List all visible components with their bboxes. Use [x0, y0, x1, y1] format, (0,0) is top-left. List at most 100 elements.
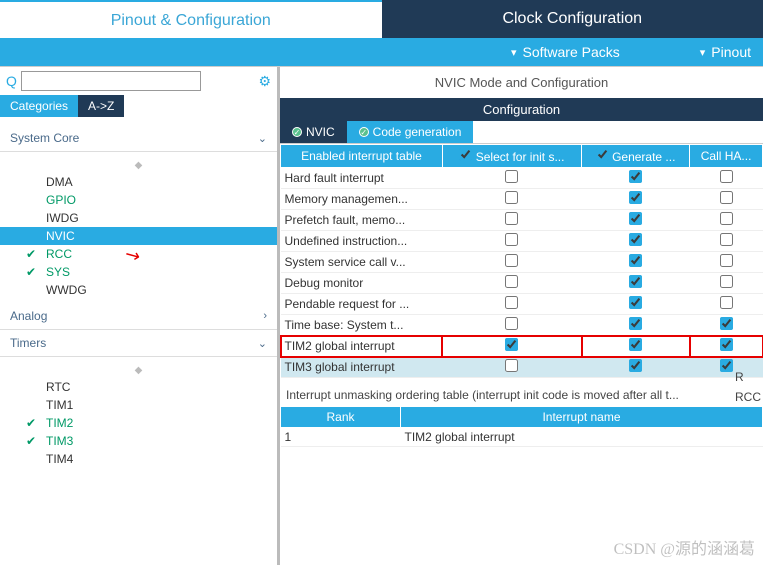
interrupt-label: Hard fault interrupt	[281, 168, 443, 189]
table-row[interactable]: TIM2 global interrupt	[281, 336, 763, 357]
chevron-down-icon: ▾	[700, 46, 706, 59]
inner-tab-codegen[interactable]: ✓ Code generation	[347, 121, 474, 143]
tree-item-tim1[interactable]: TIM1	[0, 396, 277, 414]
tree-item-tim3[interactable]: ✔TIM3	[0, 432, 277, 450]
group-timers[interactable]: Timers⌄	[0, 330, 277, 357]
chevron-icon: ›	[263, 310, 267, 322]
row-checkbox[interactable]	[720, 212, 733, 225]
row-checkbox[interactable]	[629, 212, 642, 225]
table-row[interactable]: 1TIM2 global interrupt	[281, 428, 763, 447]
tree-item-wwdg[interactable]: WWDG	[0, 281, 277, 299]
config-bar: Configuration	[280, 98, 763, 121]
tab-clock-config[interactable]: Clock Configuration	[382, 0, 763, 38]
table-row[interactable]: Undefined instruction...	[281, 231, 763, 252]
tree-item-dma[interactable]: DMA	[0, 173, 277, 191]
group-analog[interactable]: Analog›	[0, 303, 277, 330]
interrupt-label: Time base: System t...	[281, 315, 443, 336]
row-checkbox[interactable]	[720, 317, 733, 330]
table-row[interactable]: TIM3 global interrupt	[281, 357, 763, 378]
pinout-dropdown[interactable]: ▾ Pinout	[700, 44, 751, 60]
header-checkbox[interactable]	[459, 148, 472, 161]
row-checkbox[interactable]	[629, 170, 642, 183]
row-checkbox[interactable]	[720, 359, 733, 372]
row-checkbox[interactable]	[505, 191, 518, 204]
table-row[interactable]: Hard fault interrupt	[281, 168, 763, 189]
table-row[interactable]: Pendable request for ...	[281, 294, 763, 315]
chevron-icon: ⌄	[258, 337, 267, 350]
interrupt-table: Enabled interrupt table Select for init …	[280, 144, 763, 378]
row-checkbox[interactable]	[505, 317, 518, 330]
right-panel: NVIC Mode and Configuration Configuratio…	[280, 67, 763, 565]
row-checkbox[interactable]	[720, 233, 733, 246]
table-row[interactable]: Prefetch fault, memo...	[281, 210, 763, 231]
tree-item-tim4[interactable]: TIM4	[0, 450, 277, 468]
tab-pinout-config[interactable]: Pinout & Configuration	[0, 0, 382, 38]
sub-bar: ▾ Software Packs ▾ Pinout	[0, 38, 763, 66]
tree-item-tim2[interactable]: ✔TIM2	[0, 414, 277, 432]
search-input[interactable]	[21, 71, 201, 91]
software-packs-label: Software Packs	[523, 44, 620, 60]
tab-az[interactable]: A->Z	[78, 95, 124, 117]
row-checkbox[interactable]	[505, 233, 518, 246]
check-dot-icon: ✓	[292, 127, 302, 137]
header-checkbox[interactable]	[596, 148, 609, 161]
group-system-core[interactable]: System Core⌄	[0, 125, 277, 152]
interrupt-label: TIM2 global interrupt	[281, 336, 443, 357]
interrupt-label: Undefined instruction...	[281, 231, 443, 252]
tab-categories[interactable]: Categories	[0, 95, 78, 117]
interrupt-label: Prefetch fault, memo...	[281, 210, 443, 231]
row-checkbox[interactable]	[720, 275, 733, 288]
check-icon: ✔	[26, 247, 38, 261]
row-checkbox[interactable]	[629, 233, 642, 246]
table-row[interactable]: Time base: System t...	[281, 315, 763, 336]
row-checkbox[interactable]	[629, 296, 642, 309]
col-header[interactable]: Generate ...	[582, 145, 690, 168]
tree-item-gpio[interactable]: GPIO	[0, 191, 277, 209]
row-checkbox[interactable]	[505, 212, 518, 225]
row-checkbox[interactable]	[505, 254, 518, 267]
tree-item-iwdg[interactable]: IWDG	[0, 209, 277, 227]
category-tree: System Core⌄◆DMAGPIOIWDGNVIC✔RCC✔SYSWWDG…	[0, 117, 277, 565]
row-checkbox[interactable]	[505, 338, 518, 351]
row-checkbox[interactable]	[505, 296, 518, 309]
inner-tab-nvic[interactable]: ✓ NVIC	[280, 121, 347, 143]
search-icon[interactable]: Q	[6, 73, 17, 89]
col-header[interactable]: Select for init s...	[442, 145, 581, 168]
chevron-down-icon: ▾	[511, 46, 517, 59]
tree-item-sys[interactable]: ✔SYS	[0, 263, 277, 281]
row-checkbox[interactable]	[629, 338, 642, 351]
row-checkbox[interactable]	[629, 317, 642, 330]
row-checkbox[interactable]	[720, 338, 733, 351]
side-labels: R RCC	[735, 367, 761, 407]
col-header[interactable]: Call HA...	[690, 145, 763, 168]
col-header: Interrupt name	[401, 407, 763, 428]
row-checkbox[interactable]	[629, 359, 642, 372]
row-checkbox[interactable]	[720, 170, 733, 183]
software-packs-dropdown[interactable]: ▾ Software Packs	[511, 44, 620, 60]
col-header: Rank	[281, 407, 401, 428]
row-checkbox[interactable]	[505, 359, 518, 372]
row-checkbox[interactable]	[720, 296, 733, 309]
row-checkbox[interactable]	[629, 254, 642, 267]
tree-item-rtc[interactable]: RTC	[0, 378, 277, 396]
ordering-table: RankInterrupt name1TIM2 global interrupt	[280, 406, 763, 447]
table-row[interactable]: System service call v...	[281, 252, 763, 273]
check-icon: ✔	[26, 434, 38, 448]
row-checkbox[interactable]	[505, 275, 518, 288]
table-row[interactable]: Debug monitor	[281, 273, 763, 294]
row-checkbox[interactable]	[629, 275, 642, 288]
tree-item-nvic[interactable]: NVIC	[0, 227, 277, 245]
row-checkbox[interactable]	[505, 170, 518, 183]
table-row[interactable]: Memory managemen...	[281, 189, 763, 210]
collapse-icon[interactable]: ◆	[0, 158, 277, 173]
col-header[interactable]: Enabled interrupt table	[281, 145, 443, 168]
gear-icon[interactable]: ⚙	[258, 73, 271, 90]
check-icon: ✔	[26, 265, 38, 279]
collapse-icon[interactable]: ◆	[0, 363, 277, 378]
interrupt-label: System service call v...	[281, 252, 443, 273]
row-checkbox[interactable]	[720, 191, 733, 204]
tree-item-rcc[interactable]: ✔RCC	[0, 245, 277, 263]
row-checkbox[interactable]	[629, 191, 642, 204]
row-checkbox[interactable]	[720, 254, 733, 267]
interrupt-label: Pendable request for ...	[281, 294, 443, 315]
